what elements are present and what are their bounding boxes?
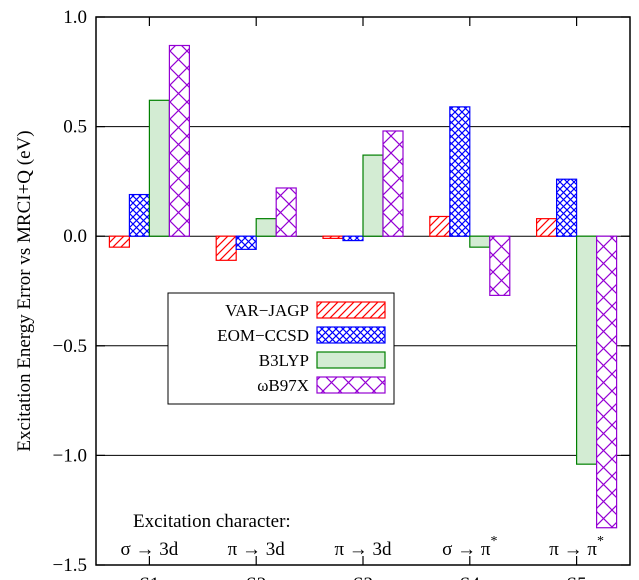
bar-s2-series-4 — [275, 187, 297, 237]
y-tick-label: −1.0 — [53, 445, 87, 466]
legend-swatch — [316, 376, 386, 394]
excitation-character-label: π → 3d — [334, 539, 392, 560]
excitation-character-label: π → 3d — [228, 539, 286, 560]
excitation-character-label: σ → 3d — [121, 539, 179, 560]
x-category-label: S5 — [567, 574, 587, 580]
legend-swatch — [316, 326, 386, 344]
legend-label: VAR−JAGP — [225, 301, 309, 320]
legend-swatch — [316, 351, 386, 369]
bar-s3-series-3 — [362, 154, 384, 237]
x-category-label: S4 — [460, 574, 481, 580]
bar-s4-series-2 — [449, 106, 471, 237]
bar-s4-series-3 — [469, 235, 491, 248]
bar-s3-series-4 — [382, 130, 404, 237]
y-tick-label: −1.5 — [53, 555, 87, 576]
bar-s5-series-4 — [595, 235, 618, 529]
y-tick-label: 0.0 — [63, 226, 87, 247]
bar-s2-series-2 — [235, 235, 257, 250]
legend-label: ωB97X — [257, 376, 309, 395]
y-tick-label: 0.5 — [63, 117, 87, 138]
bars-layer — [108, 44, 618, 529]
x-category-label: S1 — [139, 574, 159, 580]
bar-s2-series-3 — [255, 218, 277, 237]
bar-s5-series-1 — [535, 218, 558, 237]
y-axis-label: Excitation Energy Error vs MRCI+Q (eV) — [14, 130, 35, 451]
bar-s1-series-2 — [128, 193, 150, 237]
bar-s3-series-2 — [342, 235, 364, 242]
excitation-character-title: Excitation character: — [133, 511, 291, 532]
x-category-label: S2 — [246, 574, 266, 580]
x-category-label: S3 — [353, 574, 373, 580]
legend: VAR−JAGP EOM−CCSD B3LYP ωB97X — [167, 292, 395, 405]
bar-s3-series-1 — [322, 235, 344, 239]
legend-label: B3LYP — [259, 351, 309, 370]
ticks-layer — [96, 16, 630, 566]
y-tick-label: 1.0 — [63, 7, 87, 28]
bar-s4-series-1 — [429, 215, 451, 237]
bar-s1-series-3 — [148, 99, 170, 237]
excitation-character-label: σ → π* — [442, 534, 497, 560]
legend-label: EOM−CCSD — [217, 326, 309, 345]
labels-layer: −1.5 −1.0 −0.5 0.0 0.5 1.0 S1 σ → 3d S2 π → 3d S3 π… — [53, 7, 604, 580]
bar-s2-series-1 — [215, 235, 237, 261]
bar-s5-series-2 — [555, 178, 578, 237]
y-tick-label: −0.5 — [53, 336, 87, 357]
bar-s1-series-1 — [108, 235, 131, 248]
bar-s4-series-4 — [489, 235, 511, 296]
bar-s5-series-3 — [575, 235, 598, 465]
bar-s1-series-4 — [168, 44, 190, 237]
excitation-character-label: π → π* — [549, 534, 604, 560]
legend-swatch — [316, 301, 386, 319]
